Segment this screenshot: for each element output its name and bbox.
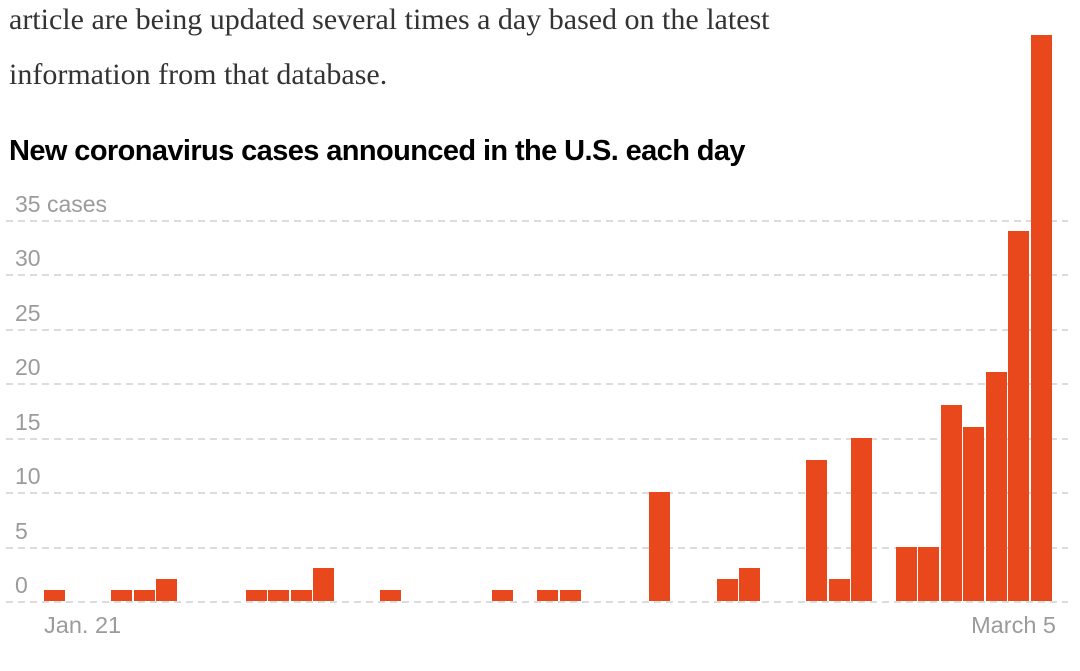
bar-feb-1 — [290, 590, 312, 601]
y-tick-label-10: 10 — [15, 463, 41, 490]
bar-feb-25 — [828, 579, 850, 601]
bar-march-2 — [963, 426, 985, 601]
bar-feb-24 — [806, 459, 828, 601]
y-tick-label-0: 0 — [15, 572, 28, 598]
bar-feb-10 — [492, 590, 514, 601]
x-axis-end-label: March 5 — [971, 612, 1056, 638]
intro-paragraph: article are being updated several times … — [9, 0, 1074, 102]
chart-title: New coronavirus cases announced in the U… — [9, 135, 746, 167]
bar-march-5 — [1030, 34, 1052, 601]
y-tick-label-25: 25 — [15, 299, 41, 326]
y-tick-label-15: 15 — [15, 408, 41, 435]
gridline-0 — [6, 601, 1068, 603]
y-tick-label-30: 30 — [15, 245, 41, 272]
gridline-35 — [6, 220, 1068, 222]
gridline-25 — [6, 328, 1068, 331]
gridline-30 — [6, 274, 1068, 277]
bar-feb-13 — [559, 590, 581, 601]
intro-line-1: article are being updated several times … — [9, 3, 770, 36]
gridline-20 — [6, 383, 1068, 386]
bar-feb-2 — [313, 568, 334, 601]
y-tick-label-20: 20 — [15, 354, 41, 381]
bar-feb-20 — [716, 579, 738, 601]
daily-cases-bar-chart: 35 cases 30 25 20 15 10 5 0 Jan. 21 March 5 — [0, 34, 1080, 671]
bar-feb-29 — [918, 546, 940, 601]
bar-jan-24 — [111, 590, 133, 601]
bar-march-4 — [1008, 230, 1030, 601]
bar-feb-5 — [380, 590, 402, 601]
y-tick-label-5: 5 — [15, 517, 28, 544]
gridline-15 — [6, 437, 1068, 440]
bar-feb-12 — [537, 590, 559, 601]
bar-march-3 — [985, 372, 1007, 601]
bar-feb-21 — [739, 568, 760, 601]
bar-jan-26 — [156, 579, 178, 601]
bar-march-1 — [940, 405, 962, 601]
bar-jan-30 — [245, 590, 267, 601]
bar-feb-17 — [649, 492, 671, 601]
gridline-5 — [6, 546, 1068, 549]
x-axis-start-label: Jan. 21 — [44, 612, 122, 638]
y-tick-label-35: 35 cases — [15, 191, 108, 217]
bar-jan-25 — [133, 590, 155, 601]
intro-line-2: information from that database. — [9, 58, 388, 91]
bar-jan-31 — [268, 590, 290, 601]
bar-feb-28 — [896, 546, 917, 601]
bar-jan-21 — [44, 590, 65, 601]
gridline-10 — [6, 492, 1068, 495]
bar-feb-26 — [851, 437, 873, 601]
